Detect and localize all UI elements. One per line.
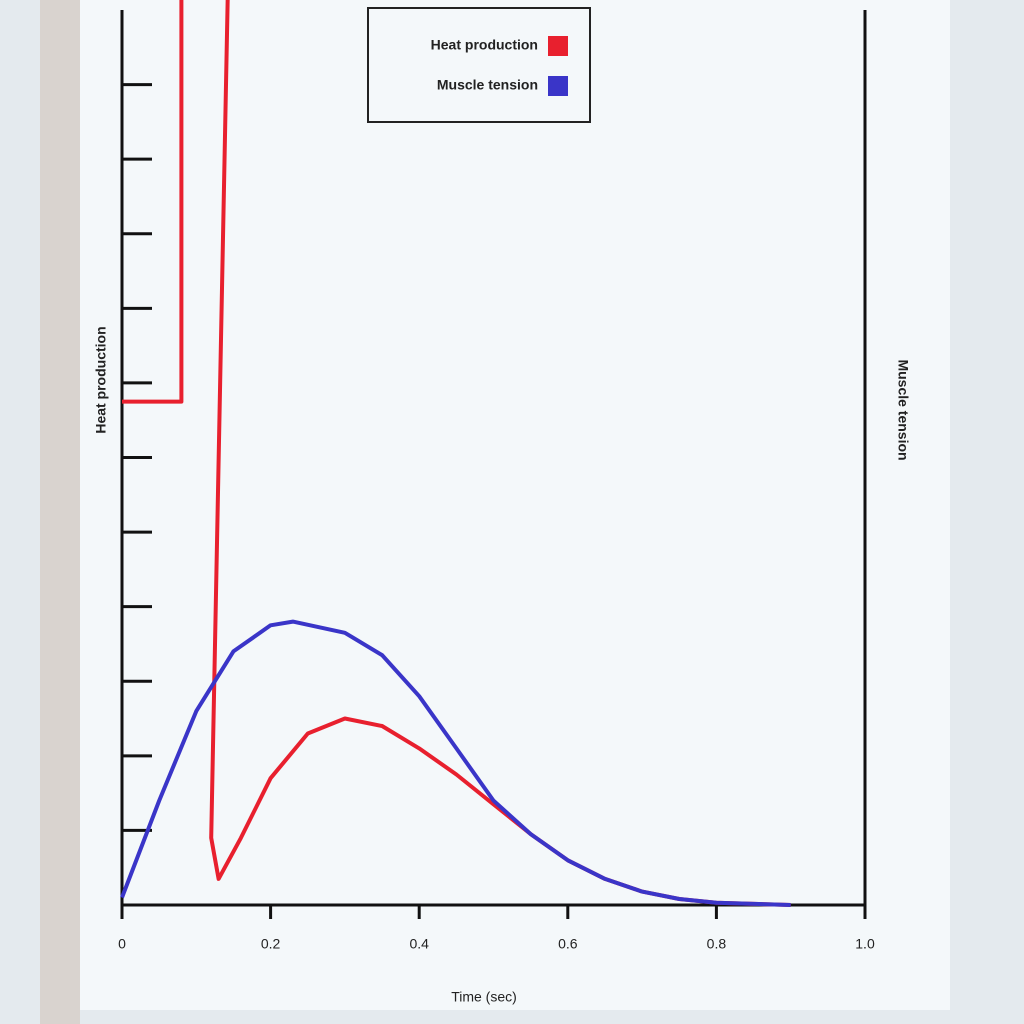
legend-label: Heat production (431, 37, 538, 53)
x-tick-label: 0.4 (409, 936, 429, 952)
x-tick-label: 0.8 (707, 936, 727, 952)
y2-axis-title: Muscle tension (895, 359, 911, 460)
y-axis-title: Heat production (93, 326, 109, 433)
plot-panel (80, 0, 950, 1010)
x-tick-label: 0 (118, 936, 126, 952)
series-line (120, 619, 791, 907)
legend-box (367, 7, 591, 123)
x-tick-label: 1.0 (855, 936, 875, 952)
plot-lines (120, 0, 791, 907)
x-tick-label: 0.2 (261, 936, 281, 952)
x-tick-label: 0.6 (558, 936, 578, 952)
x-axis-title: Time (sec) (451, 989, 517, 1005)
legend-swatch (548, 36, 568, 56)
legend-swatch (548, 76, 568, 96)
left-panel (40, 0, 80, 1024)
legend-label: Muscle tension (437, 77, 538, 93)
